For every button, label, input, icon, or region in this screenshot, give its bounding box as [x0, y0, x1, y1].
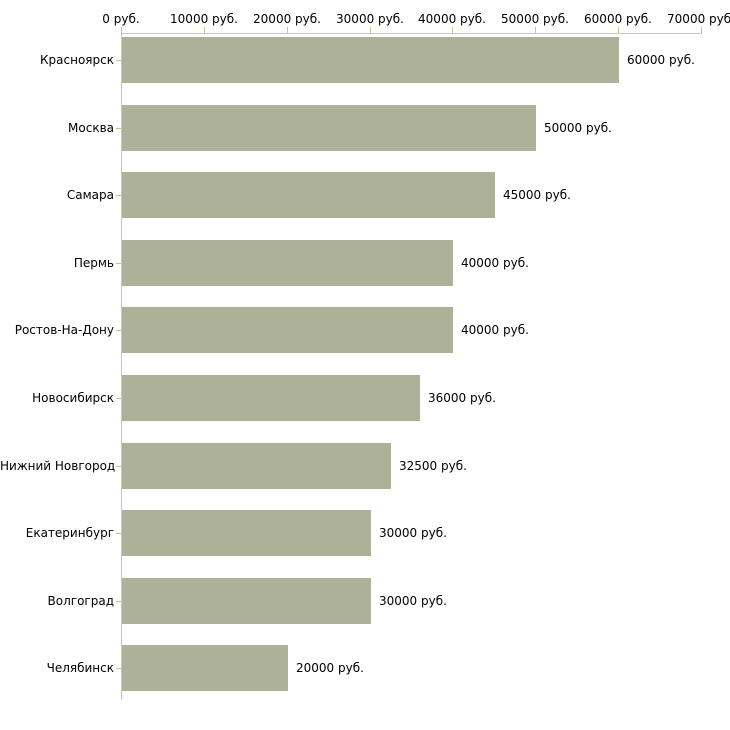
value-label: 30000 руб. [379, 594, 447, 608]
category-label: Екатеринбург [25, 526, 114, 540]
bar [122, 37, 619, 83]
value-label: 36000 руб. [428, 391, 496, 405]
category-tick [116, 668, 121, 669]
bar [122, 375, 420, 421]
x-axis-tick [535, 27, 536, 34]
x-axis-tick-label: 10000 руб. [170, 12, 238, 26]
category-label: Нижний Новгород [0, 459, 116, 473]
x-axis-tick-label: 20000 руб. [253, 12, 321, 26]
x-axis-tick [204, 27, 205, 34]
category-tick [116, 330, 121, 331]
category-label: Ростов-На-Дону [14, 323, 114, 337]
value-label: 30000 руб. [379, 526, 447, 540]
x-axis-tick-label: 30000 руб. [336, 12, 404, 26]
value-label: 50000 руб. [544, 121, 612, 135]
category-label: Волгоград [47, 594, 114, 608]
value-label: 40000 руб. [461, 256, 529, 270]
category-label: Красноярск [40, 53, 114, 67]
x-axis-tick [121, 27, 122, 34]
value-label: 32500 руб. [399, 459, 467, 473]
value-label: 20000 руб. [296, 661, 364, 675]
bar [122, 443, 391, 489]
x-axis-tick-label: 50000 руб. [501, 12, 569, 26]
x-axis-tick [452, 27, 453, 34]
category-label: Челябинск [46, 661, 114, 675]
bar [122, 307, 453, 353]
x-axis-tick-label: 60000 руб. [584, 12, 652, 26]
x-axis-line [121, 33, 702, 34]
value-label: 60000 руб. [627, 53, 695, 67]
y-axis-line [121, 33, 122, 700]
bar [122, 240, 453, 286]
category-tick [116, 128, 121, 129]
category-label: Новосибирск [32, 391, 114, 405]
category-tick [116, 60, 121, 61]
category-label: Пермь [73, 256, 114, 270]
category-tick [116, 533, 121, 534]
category-tick [116, 398, 121, 399]
category-tick [116, 601, 121, 602]
bar [122, 510, 371, 556]
bar [122, 172, 495, 218]
value-label: 45000 руб. [503, 188, 571, 202]
bar [122, 578, 371, 624]
category-tick [116, 466, 121, 467]
category-tick [116, 195, 121, 196]
x-axis-tick-label: 0 руб. [102, 12, 140, 26]
x-axis-tick-label: 70000 руб. [667, 12, 730, 26]
category-label: Самара [66, 188, 114, 202]
category-label: Москва [68, 121, 114, 135]
value-label: 40000 руб. [461, 323, 529, 337]
x-axis-tick [618, 27, 619, 34]
x-axis-tick [287, 27, 288, 34]
category-tick [116, 263, 121, 264]
bar [122, 645, 288, 691]
x-axis-tick-label: 40000 руб. [418, 12, 486, 26]
x-axis-tick [701, 27, 702, 34]
x-axis-tick [370, 27, 371, 34]
bar [122, 105, 536, 151]
